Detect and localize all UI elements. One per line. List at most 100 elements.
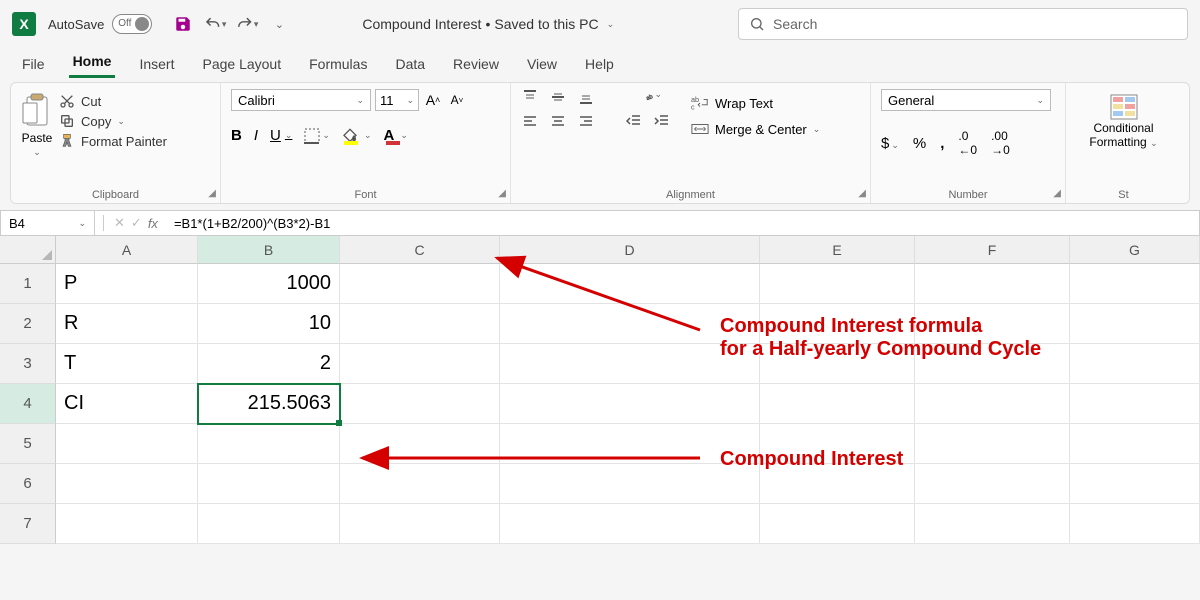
align-center-icon[interactable]	[549, 113, 567, 129]
cell-F7[interactable]	[915, 504, 1070, 544]
borders-button[interactable]: ⌄	[304, 128, 330, 144]
cell-D7[interactable]	[500, 504, 760, 544]
column-header-B[interactable]: B	[198, 236, 340, 264]
cell-G1[interactable]	[1070, 264, 1200, 304]
row-header-2[interactable]: 2	[0, 304, 56, 344]
conditional-formatting-button[interactable]: Conditional Formatting ⌄	[1089, 89, 1157, 149]
tab-home[interactable]: Home	[69, 49, 116, 78]
align-bottom-icon[interactable]	[577, 89, 595, 105]
cell-A6[interactable]	[56, 464, 198, 504]
save-icon[interactable]	[172, 13, 194, 35]
tab-help[interactable]: Help	[581, 52, 618, 78]
cell-E4[interactable]	[760, 384, 915, 424]
search-input[interactable]: Search	[738, 8, 1188, 40]
cell-B7[interactable]	[198, 504, 340, 544]
cell-C7[interactable]	[340, 504, 500, 544]
tab-view[interactable]: View	[523, 52, 561, 78]
autosave-switch-icon[interactable]: Off	[112, 14, 152, 34]
tab-formulas[interactable]: Formulas	[305, 52, 371, 78]
cell-E1[interactable]	[760, 264, 915, 304]
align-middle-icon[interactable]	[549, 89, 567, 105]
font-color-button[interactable]: A ⌄	[384, 127, 408, 144]
select-all-corner[interactable]	[0, 236, 56, 264]
cell-A3[interactable]: T	[56, 344, 198, 384]
tab-insert[interactable]: Insert	[135, 52, 178, 78]
percent-button[interactable]: %	[913, 135, 926, 152]
number-dialog-launcher-icon[interactable]: ◢	[1053, 188, 1061, 199]
document-title[interactable]: Compound Interest • Saved to this PC ⌄	[362, 16, 614, 32]
clipboard-dialog-launcher-icon[interactable]: ◢	[208, 188, 216, 199]
cell-B4[interactable]: 215.5063	[198, 384, 340, 424]
cell-F6[interactable]	[915, 464, 1070, 504]
align-right-icon[interactable]	[577, 113, 595, 129]
paste-button[interactable]: Paste ⌄	[21, 89, 53, 158]
column-header-D[interactable]: D	[500, 236, 760, 264]
column-header-C[interactable]: C	[340, 236, 500, 264]
cell-A1[interactable]: P	[56, 264, 198, 304]
format-painter-button[interactable]: Format Painter	[59, 133, 167, 149]
row-header-7[interactable]: 7	[0, 504, 56, 544]
cell-E7[interactable]	[760, 504, 915, 544]
redo-icon[interactable]: ▾	[236, 13, 258, 35]
underline-button[interactable]: U⌄	[270, 127, 292, 144]
tab-page-layout[interactable]: Page Layout	[198, 52, 285, 78]
column-header-A[interactable]: A	[56, 236, 198, 264]
cell-C4[interactable]	[340, 384, 500, 424]
cell-A2[interactable]: R	[56, 304, 198, 344]
currency-button[interactable]: $⌄	[881, 135, 899, 152]
cell-F1[interactable]	[915, 264, 1070, 304]
cell-G6[interactable]	[1070, 464, 1200, 504]
name-box[interactable]: B4⌄	[1, 211, 95, 235]
cell-A5[interactable]	[56, 424, 198, 464]
row-header-6[interactable]: 6	[0, 464, 56, 504]
decrease-decimal-icon[interactable]: .00→0	[991, 129, 1010, 157]
increase-font-icon[interactable]: A˄	[423, 89, 443, 111]
merge-center-button[interactable]: Merge & Center ⌄	[691, 121, 820, 137]
number-format-select[interactable]: General⌄	[881, 89, 1051, 111]
cell-C5[interactable]	[340, 424, 500, 464]
cut-button[interactable]: Cut	[59, 93, 167, 109]
row-header-3[interactable]: 3	[0, 344, 56, 384]
cell-C6[interactable]	[340, 464, 500, 504]
row-header-1[interactable]: 1	[0, 264, 56, 304]
cell-A4[interactable]: CI	[56, 384, 198, 424]
cell-D1[interactable]	[500, 264, 760, 304]
undo-icon[interactable]: ▾	[204, 13, 226, 35]
alignment-dialog-launcher-icon[interactable]: ◢	[858, 188, 866, 199]
align-top-icon[interactable]	[521, 89, 539, 105]
italic-button[interactable]: I	[254, 127, 258, 144]
column-header-G[interactable]: G	[1070, 236, 1200, 264]
fx-icon[interactable]: fx	[148, 216, 158, 231]
cell-G4[interactable]	[1070, 384, 1200, 424]
increase-decimal-icon[interactable]: .0←0	[958, 129, 977, 157]
qat-customize-icon[interactable]: ⌄	[268, 13, 290, 35]
accept-formula-icon[interactable]: ✓	[131, 215, 142, 231]
orientation-button[interactable]: ab⌄	[645, 89, 663, 105]
increase-indent-icon[interactable]	[653, 113, 671, 129]
cell-B2[interactable]: 10	[198, 304, 340, 344]
cell-C3[interactable]	[340, 344, 500, 384]
bold-button[interactable]: B	[231, 127, 242, 144]
cell-C2[interactable]	[340, 304, 500, 344]
fill-color-button[interactable]: ⌄	[342, 128, 372, 144]
tab-file[interactable]: File	[18, 52, 49, 78]
cell-C1[interactable]	[340, 264, 500, 304]
cell-B5[interactable]	[198, 424, 340, 464]
wrap-text-button[interactable]: abc Wrap Text	[691, 95, 820, 111]
row-header-4[interactable]: 4	[0, 384, 56, 424]
cell-B1[interactable]: 1000	[198, 264, 340, 304]
cell-G5[interactable]	[1070, 424, 1200, 464]
cancel-formula-icon[interactable]: ✕	[114, 215, 125, 231]
cell-G2[interactable]	[1070, 304, 1200, 344]
comma-button[interactable]: ,	[940, 135, 944, 152]
column-header-E[interactable]: E	[760, 236, 915, 264]
cell-F4[interactable]	[915, 384, 1070, 424]
cell-B3[interactable]: 2	[198, 344, 340, 384]
cell-F5[interactable]	[915, 424, 1070, 464]
tab-data[interactable]: Data	[391, 52, 429, 78]
autosave-toggle[interactable]: AutoSave Off	[48, 14, 152, 34]
copy-button[interactable]: Copy ⌄	[59, 113, 167, 129]
cell-A7[interactable]	[56, 504, 198, 544]
font-dialog-launcher-icon[interactable]: ◢	[498, 188, 506, 199]
decrease-indent-icon[interactable]	[625, 113, 643, 129]
